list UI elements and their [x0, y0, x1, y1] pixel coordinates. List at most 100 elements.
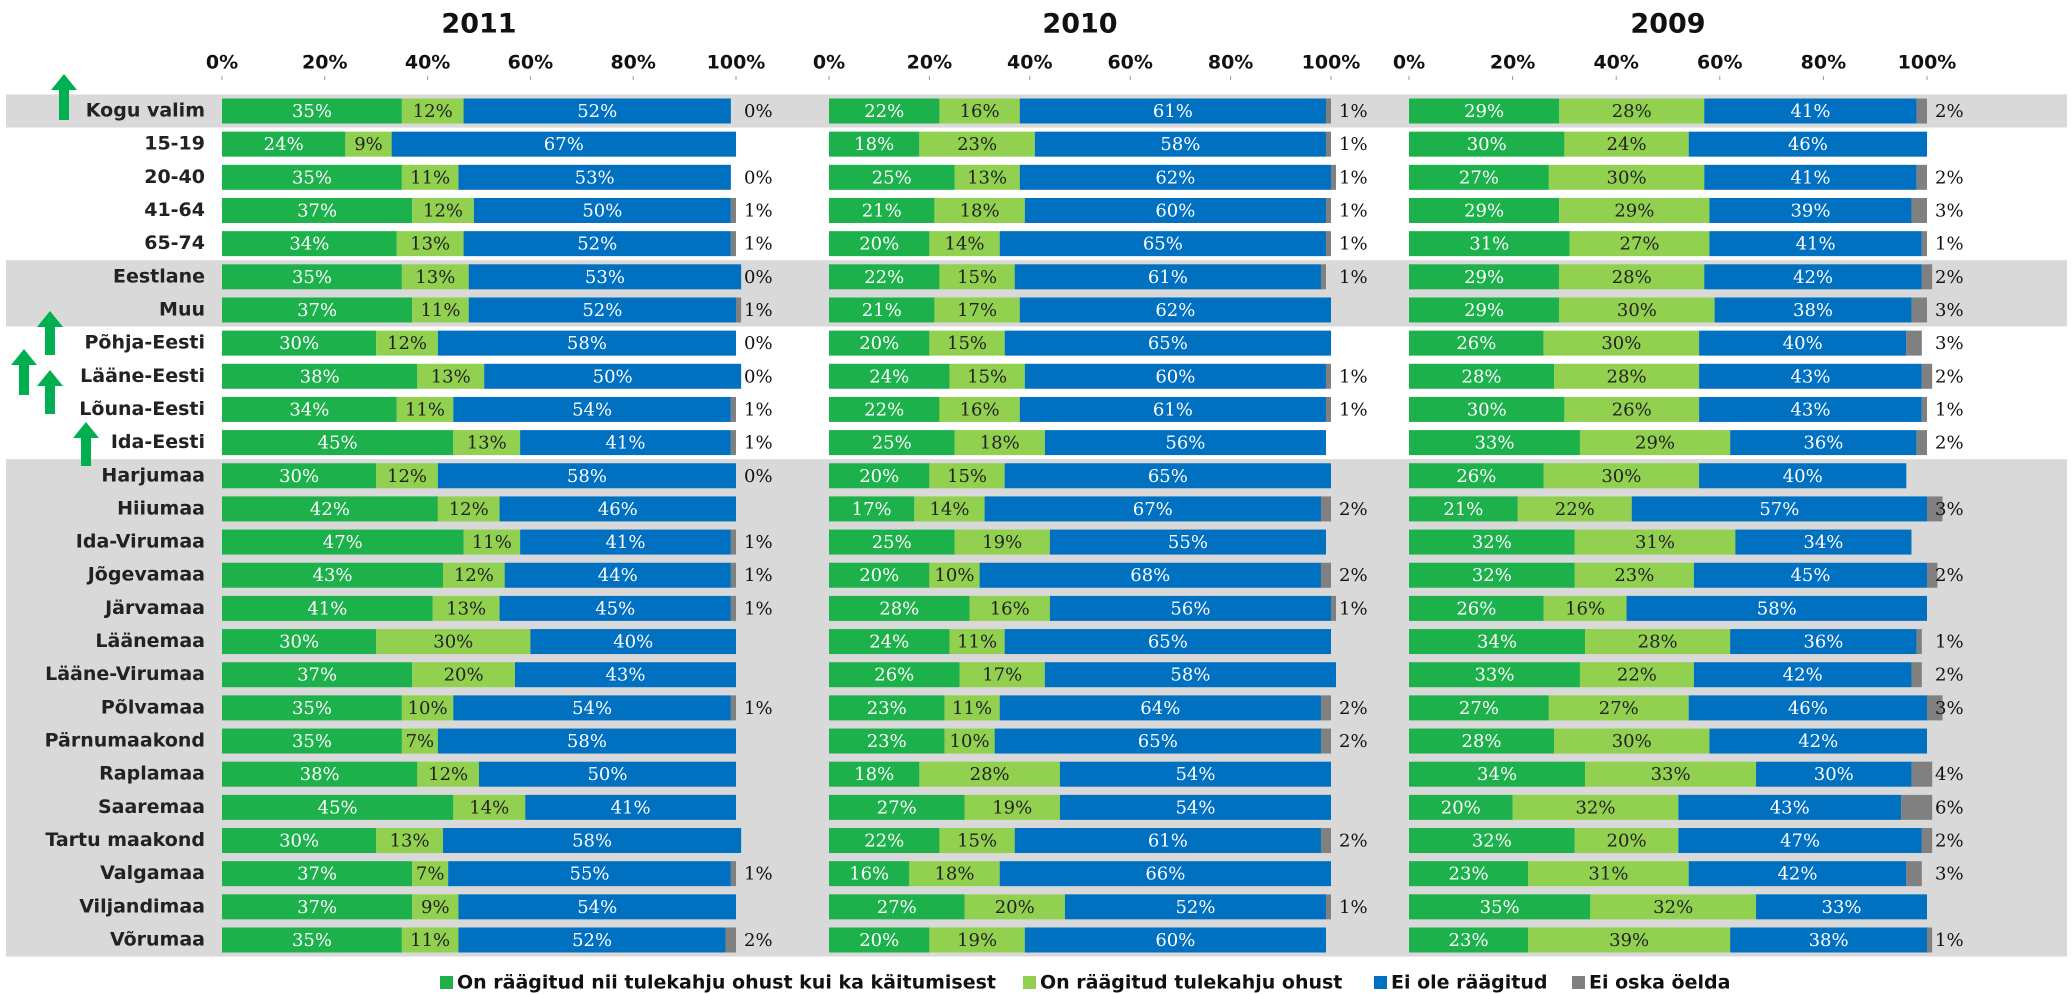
bar-segment	[1409, 297, 1560, 323]
bar-segment	[1699, 463, 1907, 489]
bar-segment	[1927, 496, 1943, 522]
panel-title: 2011	[441, 9, 516, 40]
data-label: 15%	[947, 466, 987, 487]
bar-segment	[401, 695, 454, 721]
bar-segment	[1409, 363, 1555, 389]
data-label: 25%	[872, 433, 912, 454]
data-label: 2%	[744, 930, 773, 951]
data-label: 19%	[992, 797, 1032, 818]
data-label: 2%	[1339, 831, 1368, 852]
bar-segment	[1517, 496, 1632, 522]
data-label: 15%	[967, 366, 1007, 387]
data-label: 19%	[982, 532, 1022, 553]
bar-segment	[829, 330, 930, 356]
bar-segment	[829, 828, 940, 854]
bar-segment	[1730, 927, 1927, 953]
data-label: 30%	[279, 333, 319, 354]
bar-segment	[453, 396, 731, 422]
bar-segment	[1409, 264, 1560, 290]
bar-segment	[1409, 430, 1580, 456]
bar-segment	[1911, 662, 1922, 688]
data-label: 45%	[318, 433, 358, 454]
legend-label: On räägitud tulekahju ohust	[1040, 972, 1342, 994]
category-label: Ida-Virumaa	[76, 531, 205, 553]
bar-segment	[914, 496, 985, 522]
bar-segment	[1927, 695, 1943, 721]
data-label: 43%	[1790, 366, 1830, 387]
data-label: 16%	[849, 864, 889, 885]
x-tick-label: 0%	[1393, 52, 1425, 74]
data-label: 16%	[960, 101, 1000, 122]
data-label: 2%	[1935, 433, 1964, 454]
bar-segment	[401, 164, 459, 190]
data-label: 34%	[289, 399, 329, 420]
bar-segment	[222, 463, 377, 489]
bar-segment	[1906, 330, 1922, 356]
bar-segment	[1409, 164, 1549, 190]
data-label: 34%	[1477, 632, 1517, 653]
data-label: 20%	[859, 565, 899, 586]
bar-segment	[222, 98, 402, 124]
bar-segment	[1548, 695, 1689, 721]
data-label: 3%	[1935, 333, 1964, 354]
data-label: 38%	[1809, 930, 1849, 951]
bar-segment	[1409, 861, 1529, 887]
data-label: 1%	[744, 532, 773, 553]
bar-segment	[909, 861, 1000, 887]
data-label: 17%	[852, 499, 892, 520]
data-label: 21%	[862, 300, 902, 321]
legend-swatch	[440, 976, 453, 989]
data-label: 0%	[744, 267, 773, 288]
x-tick-label: 60%	[1107, 52, 1152, 74]
data-label: 22%	[1555, 499, 1595, 520]
data-label: 2%	[1935, 101, 1964, 122]
bar-segment	[1409, 197, 1560, 223]
bar-segment	[929, 562, 980, 588]
bar-segment	[1916, 164, 1927, 190]
bar-segment	[929, 330, 1005, 356]
data-label: 54%	[1175, 797, 1215, 818]
data-label: 3%	[1935, 200, 1964, 221]
bar-segment	[1756, 761, 1912, 787]
data-label: 29%	[1464, 101, 1504, 122]
bar-segment	[984, 496, 1321, 522]
x-tick-label: 80%	[1801, 52, 1846, 74]
data-label: 33%	[1474, 665, 1514, 686]
x-tick-label: 100%	[707, 52, 766, 74]
bar-segment	[1921, 828, 1933, 854]
data-label: 1%	[1339, 234, 1368, 255]
bar-segment	[401, 728, 438, 754]
bar-segment	[396, 231, 464, 257]
data-label: 12%	[423, 200, 463, 221]
bar-segment	[1574, 828, 1679, 854]
data-label: 12%	[454, 565, 494, 586]
bar-segment	[222, 264, 402, 290]
data-label: 43%	[313, 565, 353, 586]
bar-segment	[504, 562, 731, 588]
bar-segment	[730, 695, 736, 721]
data-label: 34%	[289, 234, 329, 255]
bar-segment	[463, 529, 521, 555]
bar-segment	[1320, 695, 1331, 721]
bar-segment	[401, 264, 469, 290]
data-label: 9%	[421, 897, 450, 918]
data-label: 38%	[300, 764, 340, 785]
bar-segment	[1409, 98, 1560, 124]
bar-segment	[1325, 197, 1331, 223]
data-label: 18%	[934, 864, 974, 885]
data-label: 11%	[405, 399, 445, 420]
data-label: 41%	[611, 797, 651, 818]
bar-segment	[432, 595, 500, 621]
bar-segment	[1325, 396, 1331, 422]
data-label: 42%	[1783, 665, 1823, 686]
data-label: 61%	[1148, 831, 1188, 852]
bar-segment	[1331, 164, 1337, 190]
category-label: Põlvamaa	[101, 696, 205, 718]
bar-segment	[1409, 662, 1580, 688]
bar-segment	[222, 529, 464, 555]
bar-segment	[829, 164, 955, 190]
bar-segment	[222, 828, 377, 854]
data-label: 60%	[1155, 366, 1195, 387]
bar-segment	[1585, 629, 1731, 655]
data-label: 16%	[960, 399, 1000, 420]
